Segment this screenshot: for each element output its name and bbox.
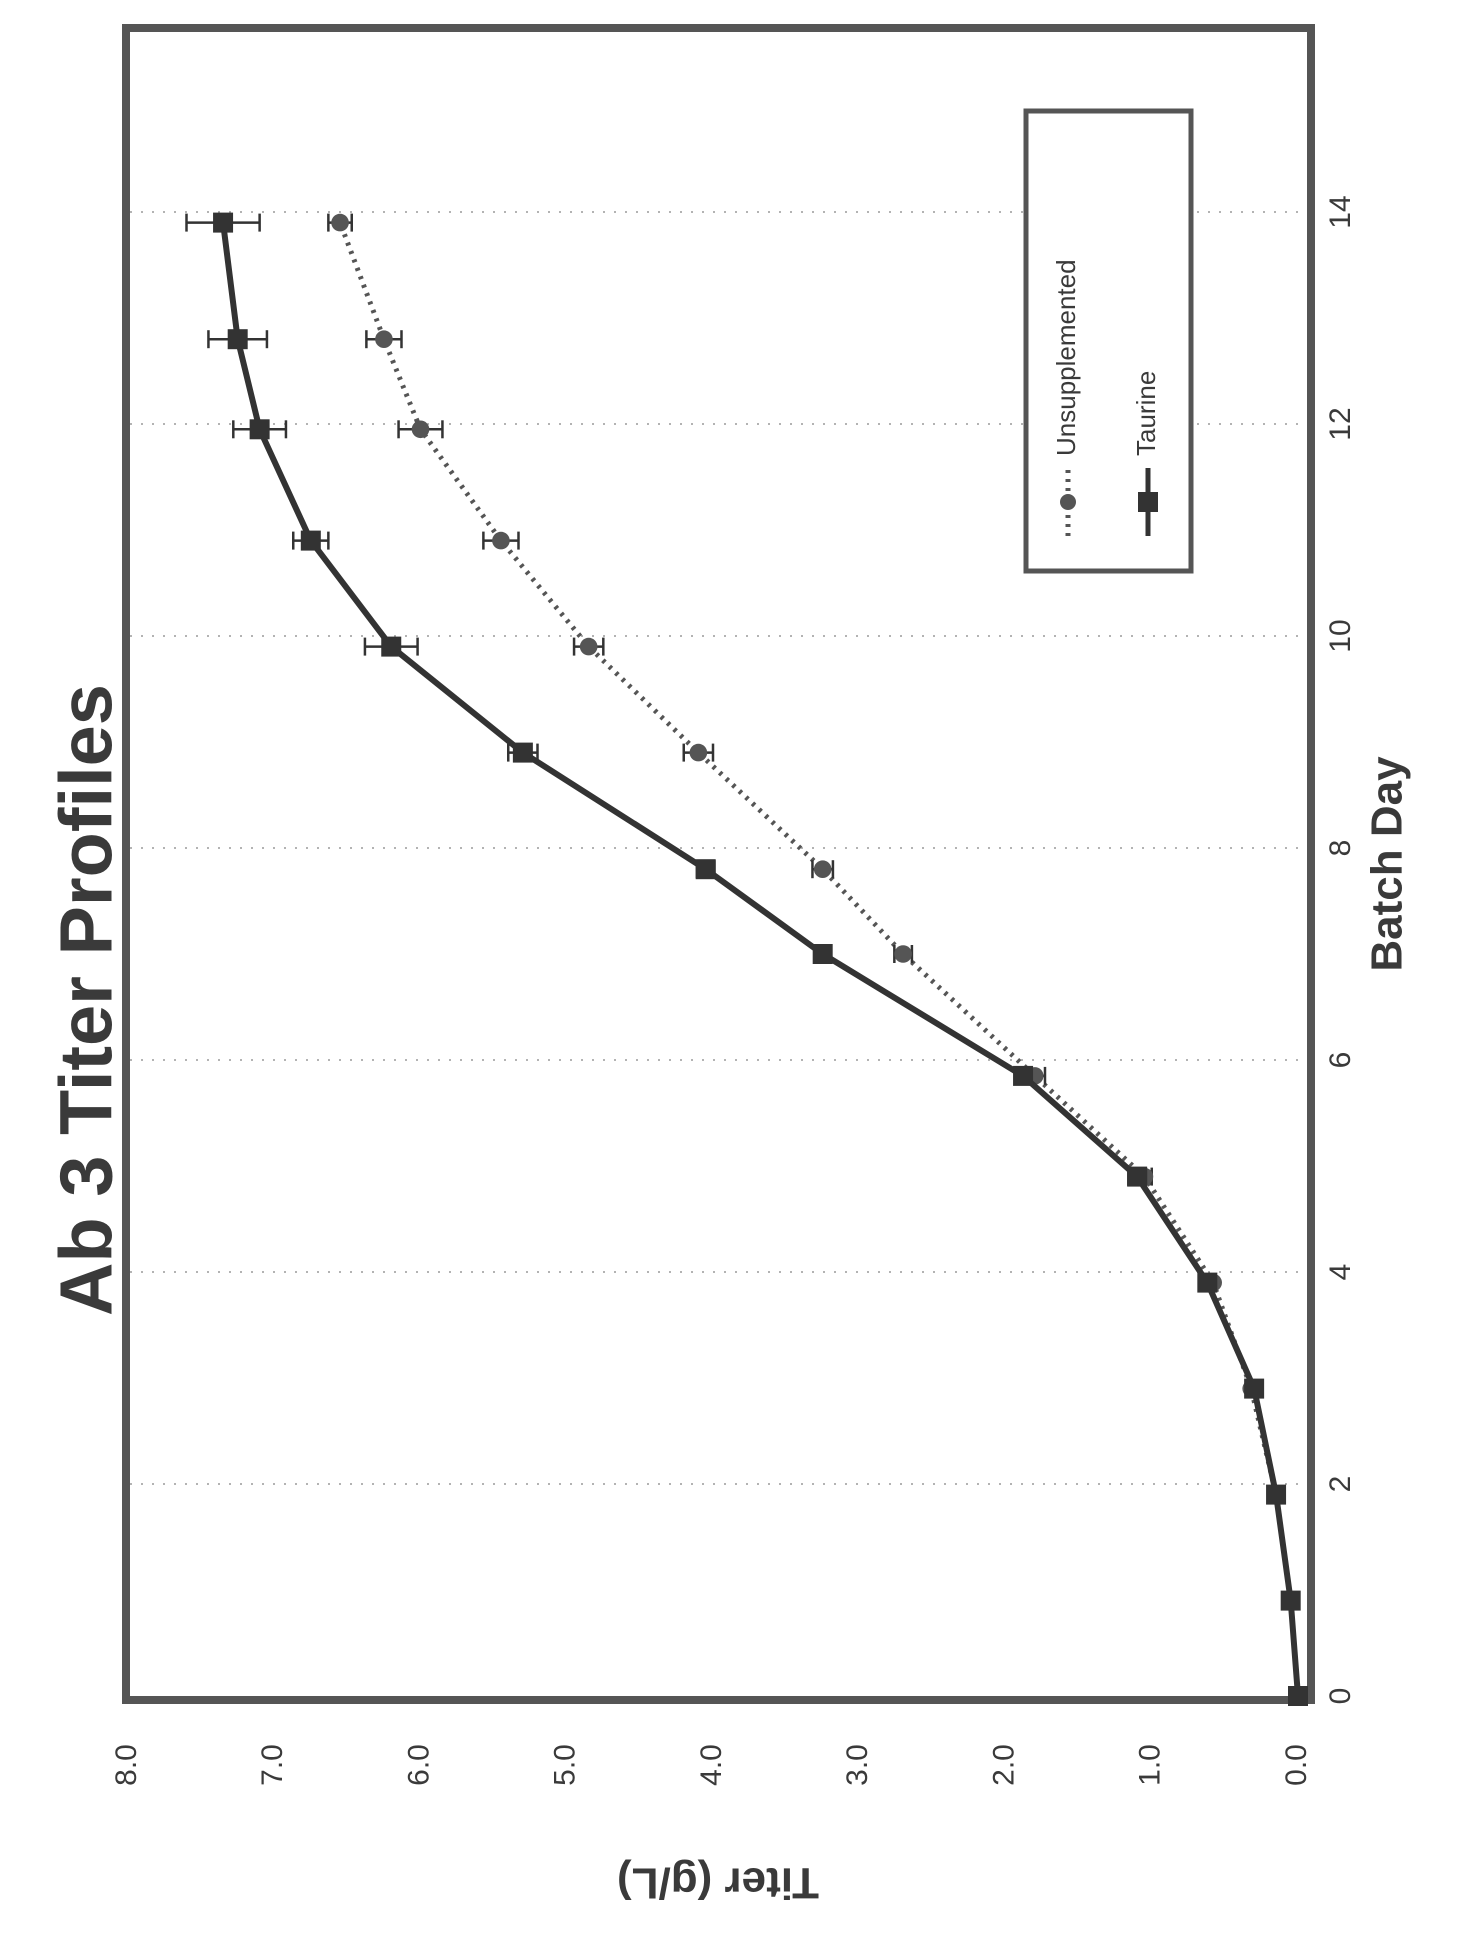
y-tick-label: 1.0 (1134, 1744, 1167, 1786)
legend-marker (1138, 492, 1158, 512)
data-point (512, 742, 533, 763)
data-point (1266, 1484, 1287, 1505)
x-tick-label: 2 (1324, 1476, 1357, 1493)
data-point (813, 860, 832, 878)
data-point (331, 213, 349, 232)
data-point (492, 531, 510, 550)
x-tick-labels: 0 2 4 6 8 10 12 14 (1324, 195, 1357, 1704)
data-point (894, 945, 912, 963)
data-point (1280, 1590, 1301, 1611)
data-point (695, 859, 716, 880)
y-tick-label: 2.0 (987, 1744, 1020, 1786)
data-point (213, 212, 234, 233)
y-tick-label: 4.0 (695, 1744, 728, 1786)
y-tick-labels: 0.0 1.0 2.0 3.0 4.0 5.0 6.0 7.0 8.0 (110, 1744, 1313, 1786)
data-point (381, 636, 402, 657)
legend-box (1023, 108, 1194, 574)
legend-label: Taurine (1131, 371, 1161, 456)
data-point (812, 944, 833, 964)
y-tick-label: 3.0 (841, 1744, 874, 1786)
data-point (249, 419, 270, 440)
x-tick-label: 6 (1324, 1052, 1357, 1069)
chart-title: Ab 3 Titer Profiles (45, 684, 128, 1316)
data-point (1127, 1166, 1148, 1187)
legend: Unsupplemented Taurine (1023, 108, 1194, 574)
data-point (1244, 1378, 1265, 1399)
x-tick-label: 14 (1324, 195, 1357, 228)
y-tick-label: 6.0 (402, 1744, 435, 1786)
x-tick-label: 0 (1324, 1688, 1357, 1705)
data-point (579, 637, 598, 656)
data-point (375, 330, 393, 349)
y-tick-label: 8.0 (110, 1744, 143, 1786)
y-axis-label: Titer (g/L) (617, 1858, 819, 1907)
x-tick-label: 8 (1324, 840, 1357, 857)
data-point (227, 329, 248, 350)
y-tick-label: 5.0 (549, 1744, 582, 1786)
data-point (1013, 1065, 1034, 1086)
x-tick-label: 12 (1324, 407, 1357, 440)
data-point (411, 420, 430, 439)
data-point (300, 530, 321, 551)
y-tick-label: 0.0 (1280, 1744, 1313, 1786)
series-taurine (185, 212, 1308, 1706)
y-tick-label: 7.0 (256, 1744, 289, 1786)
x-axis-label: Batch Day (1363, 756, 1412, 972)
legend-item: Unsupplemented (1051, 259, 1081, 536)
legend-marker (1060, 494, 1076, 510)
data-point (1197, 1272, 1218, 1293)
x-tick-label: 10 (1324, 619, 1357, 652)
legend-item: Taurine (1131, 371, 1161, 536)
series-layer (185, 212, 1308, 1706)
data-point (689, 743, 708, 762)
data-point (1288, 1686, 1308, 1706)
x-tick-label: 4 (1324, 1264, 1357, 1281)
legend-label: Unsupplemented (1051, 259, 1081, 456)
